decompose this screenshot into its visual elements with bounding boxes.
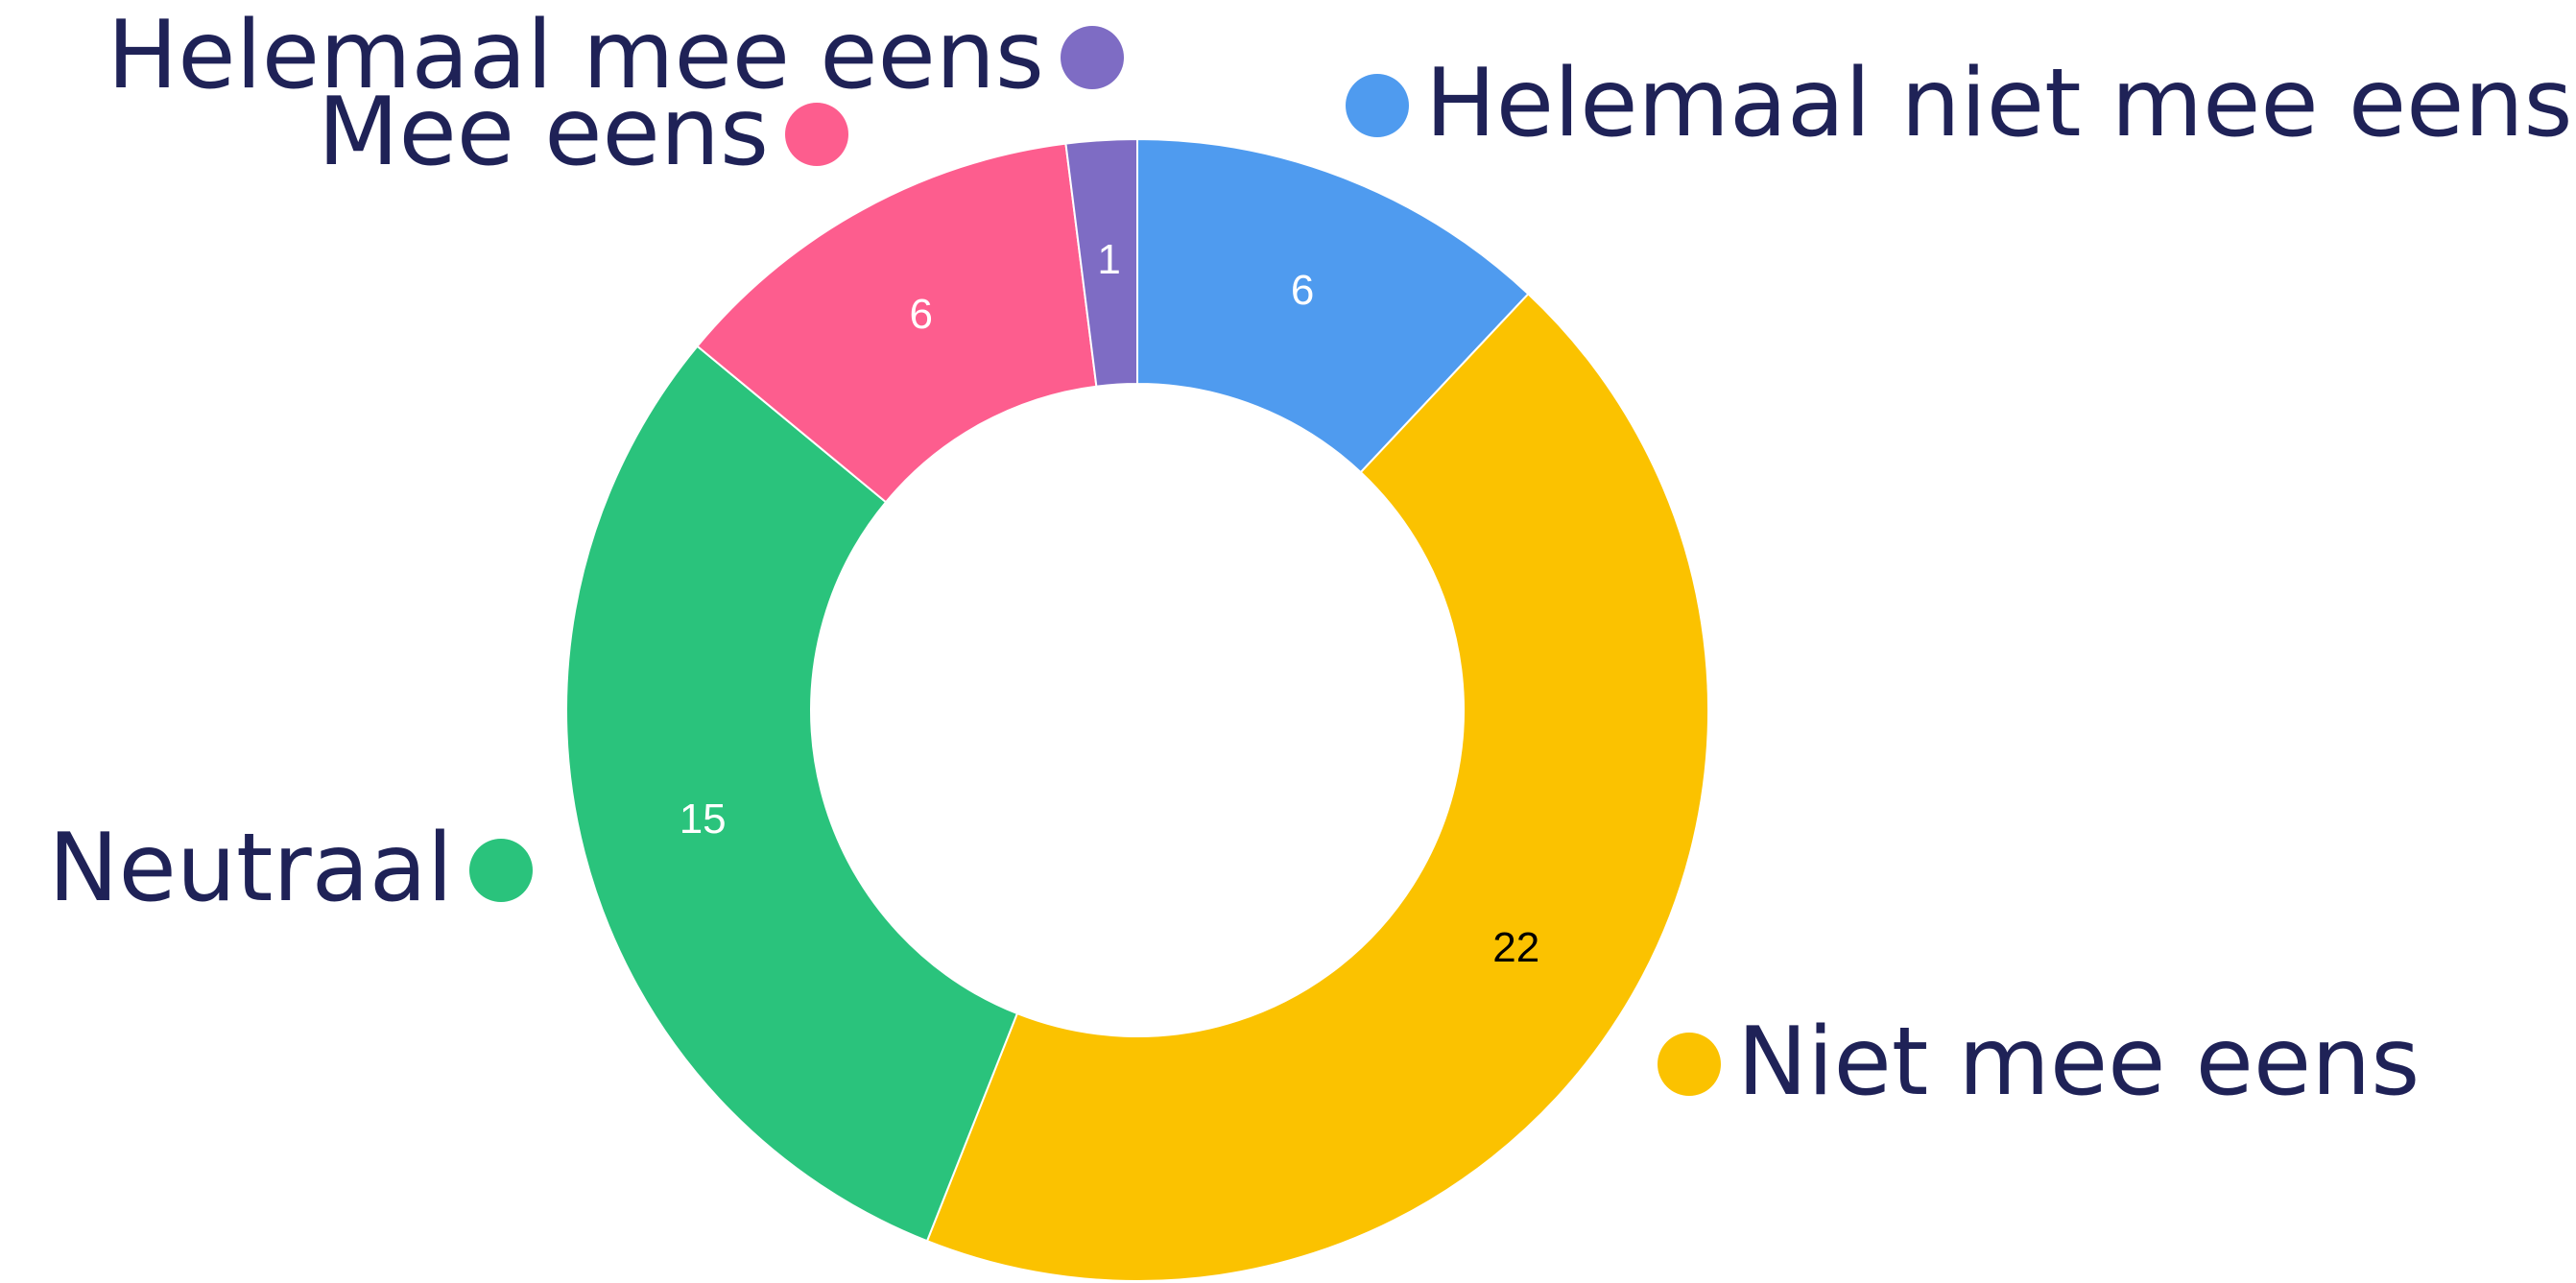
legend-dot <box>469 839 533 902</box>
donut-segment <box>565 345 1019 1243</box>
legend-label: Helemaal mee eens <box>107 1 1044 110</box>
data-label: 6 <box>910 291 933 338</box>
data-label: 1 <box>1097 236 1120 283</box>
data-label: 22 <box>1492 924 1539 971</box>
donut-segment <box>925 292 1710 1283</box>
data-label: 6 <box>1291 267 1314 314</box>
data-label: 15 <box>680 796 727 843</box>
donut-segment <box>1136 137 1530 474</box>
legend-dot <box>1061 26 1124 89</box>
donut-segment <box>1064 137 1138 388</box>
legend-label: Neutraal <box>48 814 453 923</box>
legend-dot <box>1346 74 1409 137</box>
legend-dot <box>1658 1033 1721 1096</box>
legend-label: Helemaal niet mee eens <box>1425 49 2573 158</box>
legend-label: Mee eens <box>318 78 769 187</box>
donut-segment <box>696 142 1098 504</box>
legend-label: Niet mee eens <box>1737 1008 2420 1117</box>
legend-dot <box>785 103 848 166</box>
